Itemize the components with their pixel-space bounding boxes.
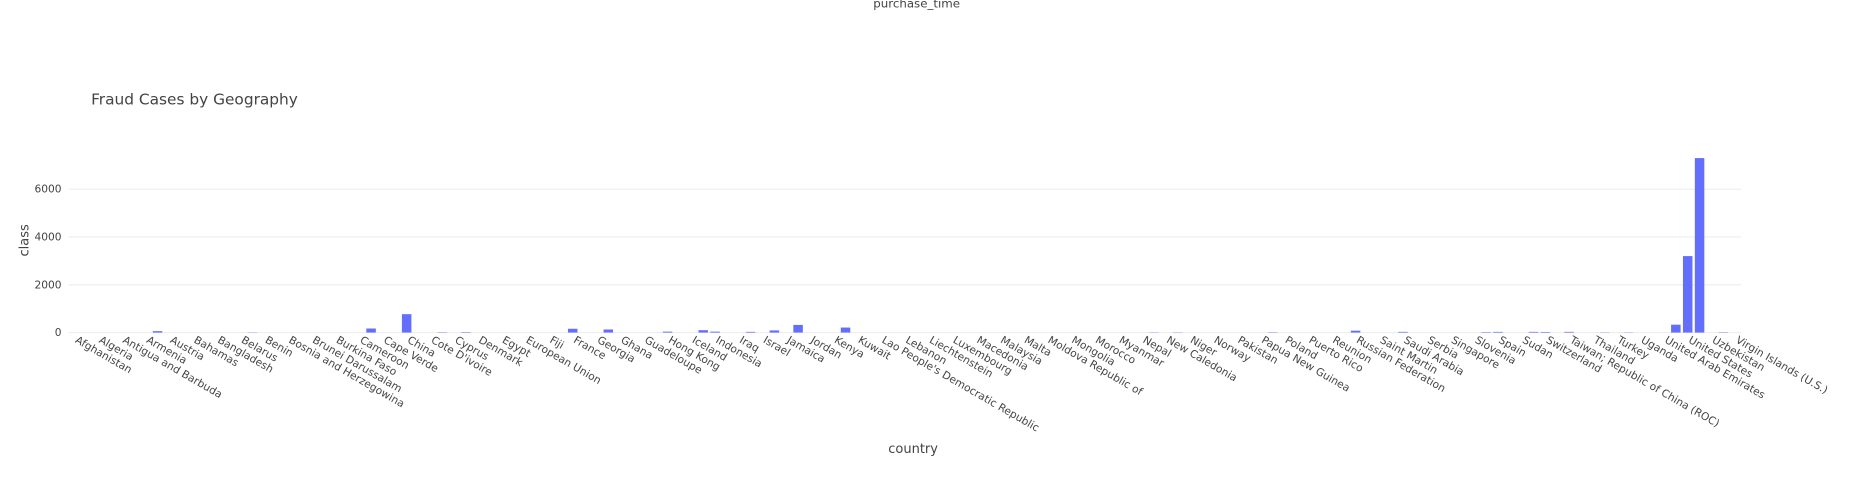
y-tick-label: 6000 xyxy=(34,183,61,196)
bar xyxy=(567,328,578,333)
bar xyxy=(603,329,614,333)
y-tick-label: 2000 xyxy=(34,278,61,291)
x-axis-title: country xyxy=(888,442,938,457)
bar xyxy=(793,324,803,333)
bar xyxy=(745,331,756,333)
bar xyxy=(401,314,412,333)
y-tick-label: 4000 xyxy=(34,231,61,244)
bar xyxy=(1682,256,1693,333)
bar xyxy=(698,330,708,333)
bar xyxy=(710,331,720,333)
bar xyxy=(366,328,376,333)
bar xyxy=(1540,331,1551,333)
bar xyxy=(769,330,780,333)
bar xyxy=(1493,331,1503,333)
bar xyxy=(1398,331,1408,333)
x-tick-label: Fiji xyxy=(547,333,566,351)
bar xyxy=(662,331,673,333)
bar xyxy=(152,331,163,333)
top-label: purchase_time xyxy=(873,0,960,10)
y-tick-label: 0 xyxy=(55,326,62,339)
y-axis-title: class xyxy=(17,224,32,256)
bar xyxy=(1671,324,1681,333)
bar xyxy=(1350,330,1361,333)
bar xyxy=(840,327,851,333)
chart-title: Fraud Cases by Geography xyxy=(91,90,298,108)
bar xyxy=(1564,331,1574,333)
bar xyxy=(1528,331,1539,333)
bar xyxy=(1694,158,1705,333)
